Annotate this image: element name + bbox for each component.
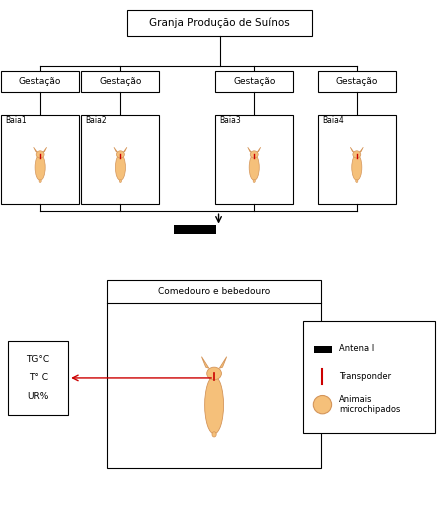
Text: UR%: UR% — [28, 392, 49, 401]
FancyBboxPatch shape — [107, 280, 321, 468]
Text: TG°C: TG°C — [27, 355, 50, 364]
Ellipse shape — [249, 154, 259, 180]
FancyBboxPatch shape — [174, 225, 216, 234]
Ellipse shape — [353, 151, 361, 158]
Polygon shape — [359, 147, 363, 152]
Polygon shape — [248, 147, 252, 152]
Ellipse shape — [253, 180, 255, 183]
FancyBboxPatch shape — [1, 71, 79, 92]
Ellipse shape — [116, 151, 124, 158]
Polygon shape — [219, 357, 227, 368]
Text: Baia2: Baia2 — [85, 116, 107, 125]
Text: Gestação: Gestação — [19, 77, 62, 86]
Polygon shape — [114, 147, 118, 152]
Text: Animais
microchipados: Animais microchipados — [339, 395, 401, 414]
FancyBboxPatch shape — [127, 10, 312, 36]
Polygon shape — [123, 147, 127, 152]
FancyBboxPatch shape — [318, 71, 396, 92]
FancyBboxPatch shape — [303, 321, 435, 433]
Text: Baia1: Baia1 — [5, 116, 27, 125]
FancyBboxPatch shape — [215, 115, 293, 204]
FancyBboxPatch shape — [215, 71, 293, 92]
Text: Comedouro e bebedouro: Comedouro e bebedouro — [158, 287, 270, 296]
Text: Gestação: Gestação — [99, 77, 142, 86]
Polygon shape — [43, 147, 47, 152]
Text: Transponder: Transponder — [339, 372, 391, 381]
Polygon shape — [202, 357, 209, 368]
Ellipse shape — [212, 432, 216, 437]
FancyBboxPatch shape — [1, 115, 79, 204]
FancyBboxPatch shape — [82, 115, 160, 204]
Text: T° C: T° C — [29, 374, 48, 382]
FancyBboxPatch shape — [82, 71, 160, 92]
Polygon shape — [257, 147, 261, 152]
Ellipse shape — [205, 376, 223, 434]
FancyBboxPatch shape — [8, 341, 68, 415]
Text: Gestação: Gestação — [335, 77, 378, 86]
Polygon shape — [350, 147, 354, 152]
Ellipse shape — [116, 154, 125, 180]
Text: Baia4: Baia4 — [322, 116, 343, 125]
Text: Baia3: Baia3 — [219, 116, 241, 125]
Ellipse shape — [39, 180, 41, 183]
Ellipse shape — [352, 154, 362, 180]
Ellipse shape — [35, 154, 45, 180]
Ellipse shape — [250, 151, 258, 158]
Text: Antena I: Antena I — [339, 344, 374, 353]
Circle shape — [313, 395, 332, 414]
Polygon shape — [33, 147, 37, 152]
Ellipse shape — [36, 151, 44, 158]
Text: Gestação: Gestação — [233, 77, 276, 86]
Ellipse shape — [356, 180, 358, 183]
FancyBboxPatch shape — [314, 346, 332, 353]
Ellipse shape — [120, 180, 121, 183]
Ellipse shape — [207, 367, 221, 380]
FancyBboxPatch shape — [318, 115, 396, 204]
Text: Granja Produção de Suínos: Granja Produção de Suínos — [149, 18, 290, 28]
